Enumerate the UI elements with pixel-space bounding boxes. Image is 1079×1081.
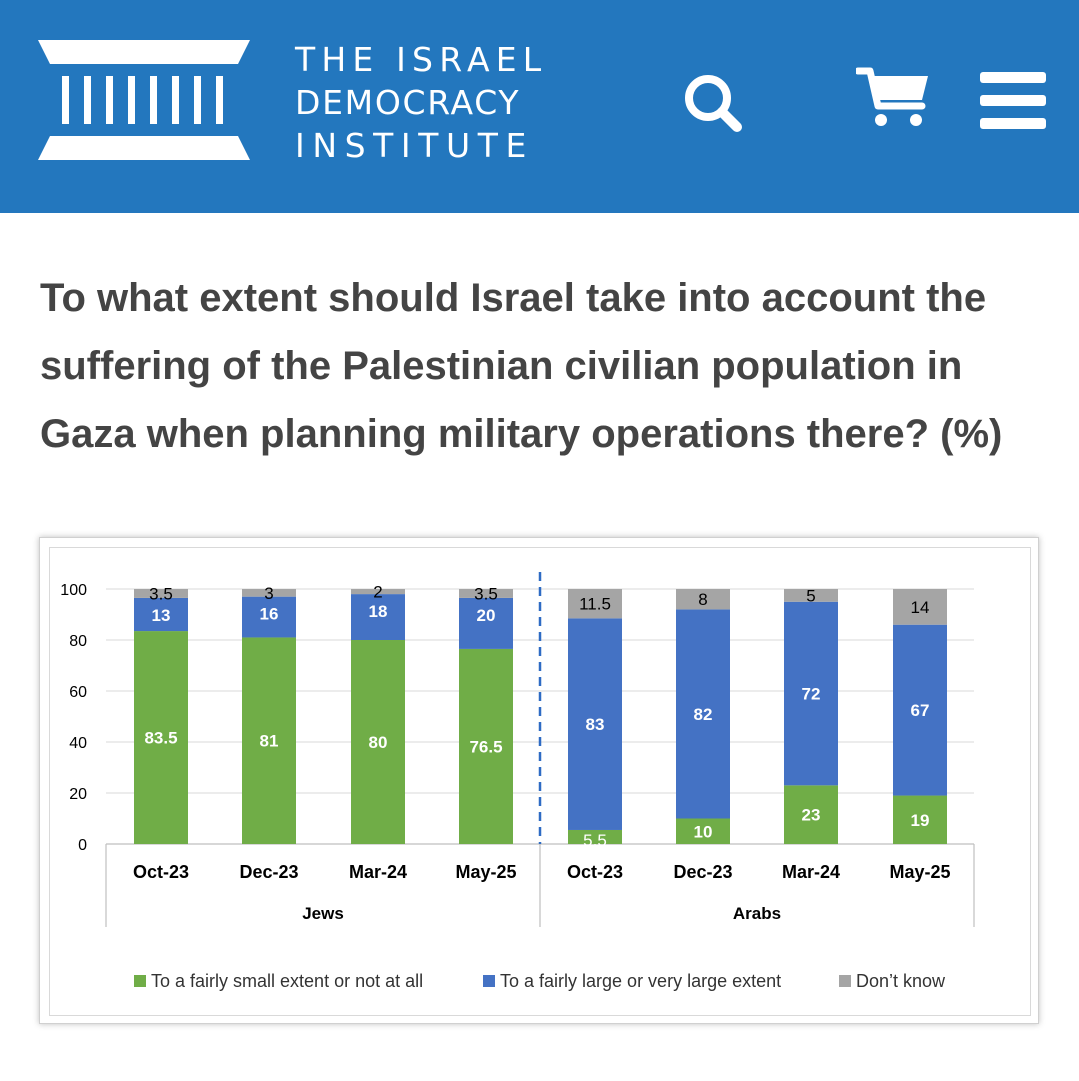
- bar-segment: [459, 597, 513, 649]
- data-label: 16: [260, 605, 279, 624]
- x-tick-label: May-25: [455, 862, 516, 882]
- data-label: 83: [586, 715, 605, 734]
- bar-segment: [784, 589, 838, 602]
- group-label: Arabs: [733, 904, 781, 923]
- menu-icon[interactable]: [980, 70, 1046, 130]
- data-label: 23: [802, 806, 821, 825]
- logo-icon[interactable]: [38, 40, 250, 160]
- data-label: 3.5: [474, 584, 498, 603]
- bar-segment: [676, 609, 730, 819]
- search-icon[interactable]: [682, 72, 744, 134]
- legend-swatch: [839, 975, 851, 987]
- data-label: 81: [260, 732, 279, 751]
- bar-segment: [459, 648, 513, 844]
- legend-label: Don’t know: [856, 971, 946, 991]
- data-label: 8: [698, 590, 707, 609]
- logo-line-1: THE ISRAEL: [295, 40, 548, 79]
- x-tick-label: Dec-23: [673, 862, 732, 882]
- bar-segment: [351, 594, 405, 640]
- data-label: 11.5: [579, 595, 611, 614]
- logo-text[interactable]: THE ISRAEL DEMOCRACY INSTITUTE: [295, 38, 547, 167]
- bar-segment: [676, 818, 730, 844]
- data-label: 80: [369, 733, 388, 752]
- bar-segment: [568, 829, 622, 844]
- legend-swatch: [483, 975, 495, 987]
- logo-line-2: DEMOCRACY: [295, 83, 521, 122]
- cart-icon[interactable]: [856, 66, 930, 128]
- data-label: 14: [911, 598, 930, 617]
- x-tick-label: Oct-23: [133, 862, 189, 882]
- data-label: 82: [694, 705, 713, 724]
- x-tick-label: Oct-23: [567, 862, 623, 882]
- data-label: 76.5: [469, 737, 502, 756]
- y-tick-label: 60: [69, 684, 87, 701]
- bar-segment: [351, 640, 405, 844]
- data-label: 2: [373, 583, 382, 602]
- x-tick-label: May-25: [889, 862, 950, 882]
- data-label: 3.5: [149, 584, 173, 603]
- legend-swatch: [134, 975, 146, 987]
- y-tick-label: 100: [60, 582, 87, 599]
- bar-segment: [676, 589, 730, 610]
- chart-frame: [49, 547, 1031, 1016]
- chart-card: 0 20 40 60 80 100 83.5 81 80 76.5 5.5 10 23 19 13 16 18 2…: [39, 537, 1039, 1024]
- bar-segment: [893, 624, 947, 796]
- bar-segment: [134, 597, 188, 632]
- data-label: 72: [802, 685, 821, 704]
- legend-label: To a fairly small extent or not at all: [151, 971, 423, 991]
- data-label: 10: [694, 822, 713, 841]
- data-label: 19: [911, 811, 930, 830]
- data-label: 13: [152, 606, 171, 625]
- y-tick-label: 20: [69, 786, 87, 803]
- data-label: 5: [806, 586, 815, 605]
- y-tick-label: 0: [78, 837, 87, 854]
- data-label: 3: [264, 584, 273, 603]
- bar-segment: [893, 589, 947, 625]
- x-tick-label: Dec-23: [239, 862, 298, 882]
- page-title: To what extent should Israel take into a…: [40, 276, 1003, 456]
- bar-segment: [459, 589, 513, 598]
- y-tick-label: 80: [69, 633, 87, 650]
- data-label: 5.5: [583, 831, 607, 850]
- bar-segment: [351, 589, 405, 595]
- logo-line-3: INSTITUTE: [295, 126, 534, 165]
- bar-segment: [893, 795, 947, 844]
- bar-segment: [568, 589, 622, 619]
- bar-segment: [242, 596, 296, 638]
- bar-segment: [784, 785, 838, 844]
- data-label: 20: [477, 606, 496, 625]
- bar-segment: [134, 589, 188, 598]
- y-tick-label: 40: [69, 735, 87, 752]
- bar-segment: [242, 589, 296, 597]
- site-header: THE ISRAEL DEMOCRACY INSTITUTE: [0, 0, 1079, 213]
- legend-label: To a fairly large or very large extent: [500, 971, 781, 991]
- data-label: 18: [369, 602, 388, 621]
- bar-segment: [134, 631, 188, 844]
- data-label: 67: [911, 701, 930, 720]
- x-tick-label: Mar-24: [349, 862, 407, 882]
- bar-segment: [568, 618, 622, 830]
- x-tick-label: Mar-24: [782, 862, 840, 882]
- group-label: Jews: [302, 904, 344, 923]
- data-label: 83.5: [144, 729, 177, 748]
- bar-segment: [784, 601, 838, 786]
- bar-segment: [242, 637, 296, 844]
